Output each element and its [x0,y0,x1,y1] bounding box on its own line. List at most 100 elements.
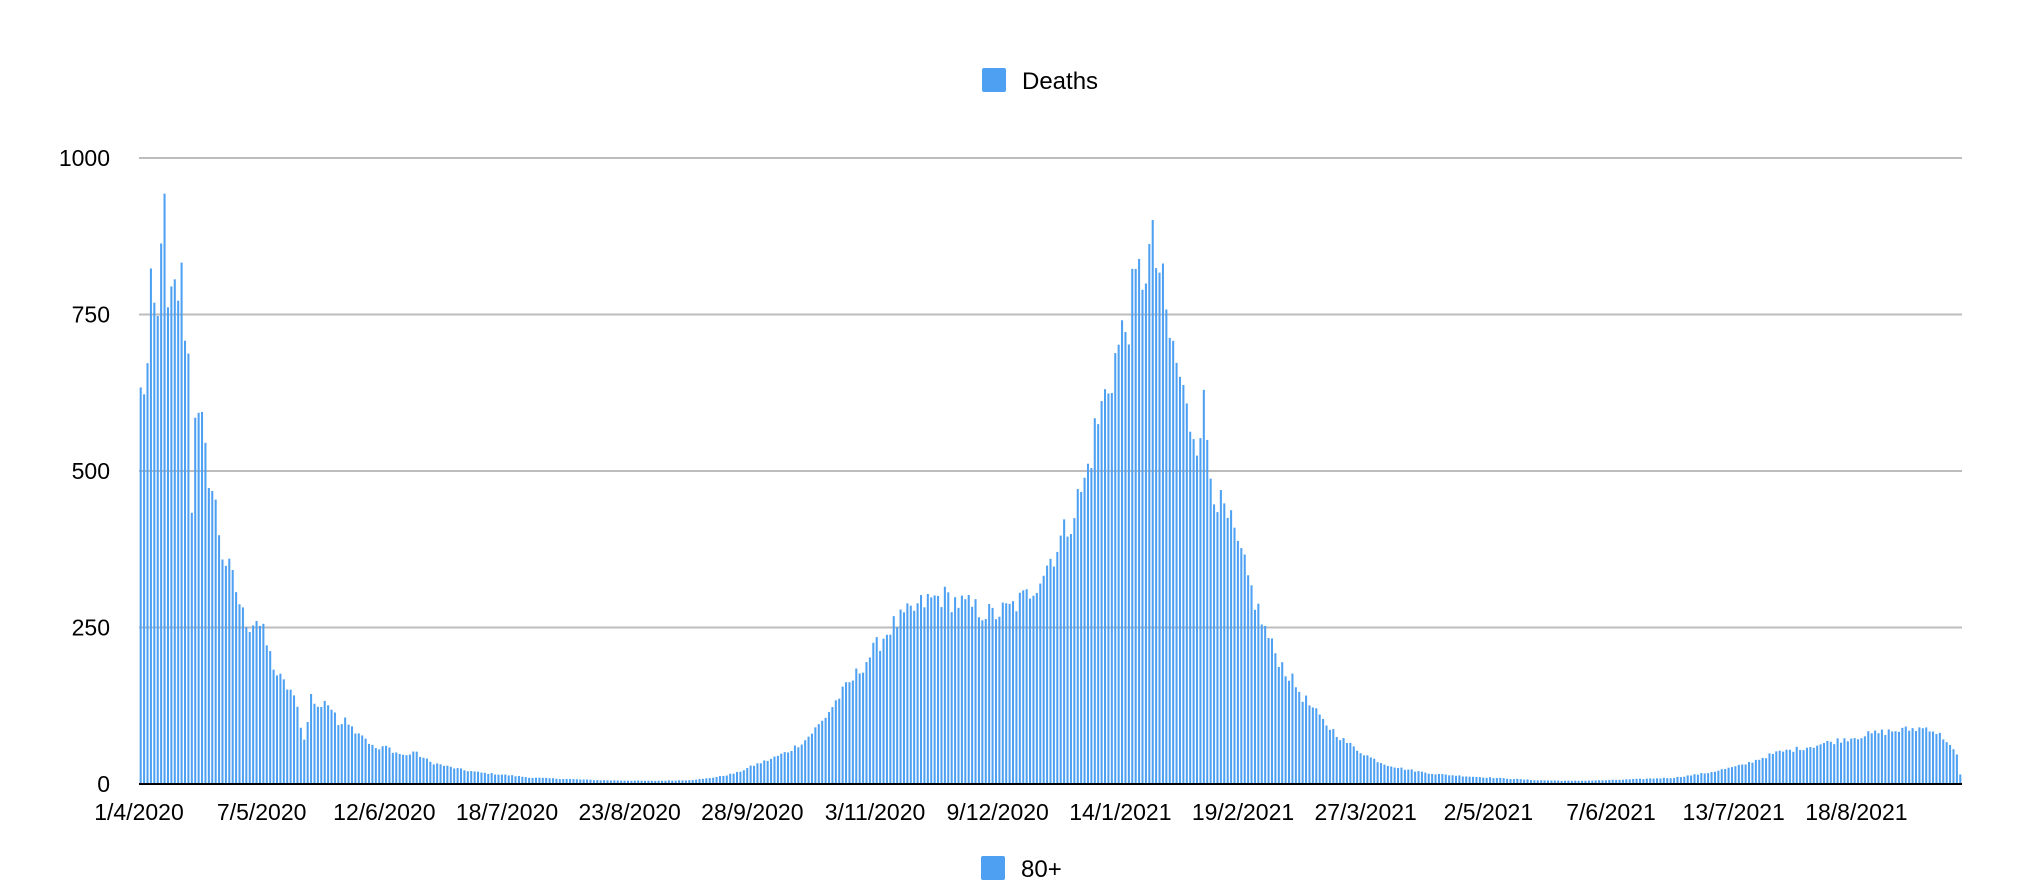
bar [896,627,899,784]
bar [1833,744,1836,784]
bar [1812,747,1815,784]
x-tick-label: 12/6/2020 [333,799,435,825]
bar [163,193,166,785]
bar [923,607,926,784]
bar [1540,780,1543,784]
bar [592,780,595,784]
bar [671,780,674,784]
bar [1601,780,1604,784]
bar [470,771,473,784]
bar [1529,779,1532,784]
bar [463,770,466,784]
bar [1042,575,1045,784]
bar [862,672,865,784]
bar [967,594,970,784]
bar [1693,774,1696,784]
bar [1591,780,1594,784]
bar [579,779,582,784]
bar [500,774,503,784]
bar [725,775,728,784]
bar [698,779,701,784]
bar [705,778,708,784]
bar [780,753,783,784]
bar [766,760,769,784]
bar [1444,774,1447,784]
bar [1485,777,1488,784]
x-tick-label: 1/4/2020 [94,799,184,825]
x-tick-label: 19/2/2021 [1192,799,1294,825]
bar [943,586,946,784]
bar [245,627,248,784]
bar [1737,764,1740,784]
bar [759,763,762,784]
x-tick-label: 3/11/2020 [825,799,926,825]
bar [296,706,299,784]
bar [1100,401,1103,784]
bar [906,603,909,784]
bar [160,243,163,784]
bar [950,612,953,784]
bar [1536,780,1539,784]
bar [364,738,367,784]
legend-swatch-80-plus [981,856,1005,880]
bar [1380,763,1383,784]
bar [1454,775,1458,784]
bar [327,705,330,784]
bar [667,780,670,784]
bar [436,763,439,784]
bar [1581,780,1584,784]
x-tick-label: 7/5/2020 [217,799,307,825]
bar [1785,749,1788,784]
bar [480,772,483,784]
bar [473,771,476,784]
bar [432,764,435,784]
bar [1097,424,1100,784]
bar [1567,780,1570,784]
bar [1090,468,1093,784]
bar [228,558,231,784]
bar [548,778,551,784]
bar [385,745,388,784]
bar [1018,592,1021,784]
bar [415,751,418,784]
bar [218,535,221,784]
bar [1073,518,1076,784]
y-grid [139,157,1962,629]
bar [313,703,316,784]
bar [1305,695,1308,784]
bar [286,689,289,784]
bar [1369,757,1372,784]
bar [1468,776,1471,784]
bar [1761,757,1764,784]
bar [565,778,568,784]
bar [902,612,905,784]
bar [1792,751,1795,784]
bar [378,749,381,784]
bar [1414,771,1417,784]
bar [1155,268,1158,784]
bar [1553,780,1556,784]
bar [824,717,827,784]
bar [265,645,268,784]
bar [1840,742,1843,784]
bar [1465,776,1468,784]
bar [405,755,408,784]
bar [1778,750,1781,784]
bar [1700,773,1703,784]
bar [1744,764,1747,784]
bar [1587,780,1590,784]
bar [303,739,306,784]
bar [1853,738,1856,784]
x-tick-label: 7/6/2021 [1566,799,1656,825]
bar [1189,431,1192,784]
bar [1458,775,1461,784]
bar [851,680,854,784]
bar [1526,779,1529,784]
bar [252,625,255,784]
bar [1478,777,1481,784]
bar [1226,517,1229,784]
bar [330,709,333,784]
bar [1516,778,1519,784]
bar [1758,759,1761,784]
bar [1533,780,1536,784]
